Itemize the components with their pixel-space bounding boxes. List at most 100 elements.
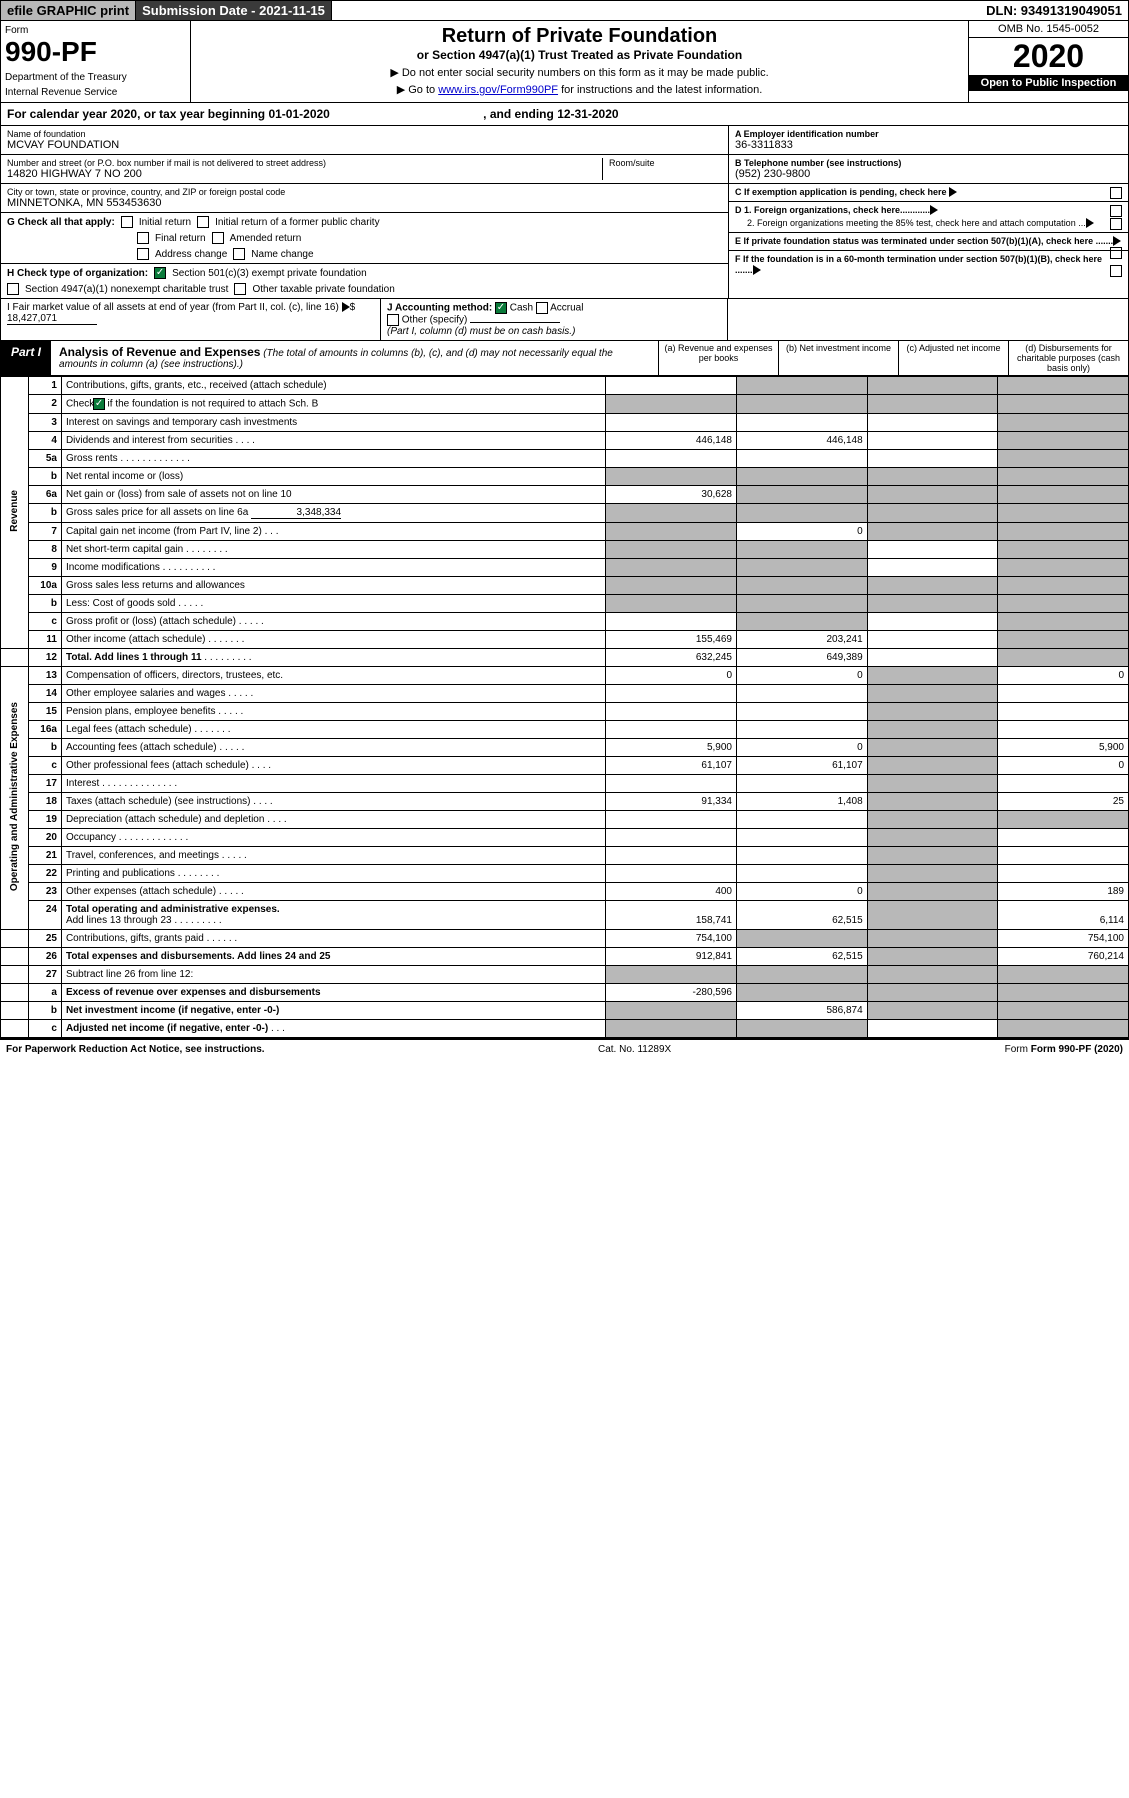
checkbox-e[interactable] — [1110, 247, 1122, 259]
irs: Internal Revenue Service — [5, 87, 186, 98]
opt-accrual: Accrual — [550, 303, 583, 314]
amount: 5,900 — [606, 739, 737, 757]
amount: 91,334 — [606, 793, 737, 811]
part1-header: Part I Analysis of Revenue and Expenses … — [0, 341, 1129, 376]
table-row: bAccounting fees (attach schedule) . . .… — [1, 739, 1129, 757]
line-desc: Contributions, gifts, grants paid — [66, 933, 204, 944]
street-address: 14820 HIGHWAY 7 NO 200 — [7, 168, 602, 180]
amount: 0 — [737, 739, 868, 757]
calyear-pre: For calendar year 2020, or tax year begi… — [7, 107, 268, 121]
checkbox-schb[interactable] — [93, 398, 105, 410]
amount: 0 — [606, 667, 737, 685]
line-desc: Excess of revenue over expenses and disb… — [66, 987, 321, 998]
arrow-icon — [1086, 218, 1094, 228]
dln: DLN: 93491319049051 — [980, 1, 1128, 20]
table-row: 12Total. Add lines 1 through 11 . . . . … — [1, 649, 1129, 667]
line-desc: Total. Add lines 1 through 11 — [66, 652, 202, 663]
table-row: 20Occupancy . . . . . . . . . . . . . — [1, 829, 1129, 847]
col-d-header: (d) Disbursements for charitable purpose… — [1008, 341, 1128, 375]
line-desc: Accounting fees (attach schedule) — [66, 742, 217, 753]
line-desc: Less: Cost of goods sold — [66, 598, 176, 609]
checkbox-501c3[interactable] — [154, 267, 166, 279]
g-label: G Check all that apply: — [7, 217, 115, 228]
amount: 586,874 — [737, 1002, 868, 1020]
checkbox-address-change[interactable] — [137, 248, 149, 260]
checkbox-final-return[interactable] — [137, 232, 149, 244]
amount: 912,841 — [606, 948, 737, 966]
line-desc: Gross sales price for all assets on line… — [66, 507, 248, 518]
table-row: 26Total expenses and disbursements. Add … — [1, 948, 1129, 966]
opt-former: Initial return of a former public charit… — [215, 217, 380, 228]
checkbox-initial-return[interactable] — [121, 216, 133, 228]
gross-sales-value: 3,348,334 — [251, 507, 341, 519]
table-row: 10aGross sales less returns and allowanc… — [1, 577, 1129, 595]
checkbox-d2[interactable] — [1110, 218, 1122, 230]
line-desc: Contributions, gifts, grants, etc., rece… — [61, 377, 605, 395]
amount: 0 — [998, 757, 1129, 775]
col-b-header: (b) Net investment income — [778, 341, 898, 375]
table-row: 15Pension plans, employee benefits . . .… — [1, 703, 1129, 721]
phone: (952) 230-9800 — [735, 168, 1122, 180]
ein-label: A Employer identification number — [735, 129, 1122, 139]
checkbox-f[interactable] — [1110, 265, 1122, 277]
efile-print-button[interactable]: efile GRAPHIC print — [1, 1, 136, 20]
irs-link[interactable]: www.irs.gov/Form990PF — [438, 84, 558, 96]
c-label: C If exemption application is pending, c… — [735, 187, 947, 197]
checkbox-other-taxable[interactable] — [234, 283, 246, 295]
opt-cash: Cash — [510, 303, 533, 314]
checkbox-initial-former[interactable] — [197, 216, 209, 228]
line-desc: Legal fees (attach schedule) — [66, 724, 192, 735]
amount: 754,100 — [606, 930, 737, 948]
checkbox-other-method[interactable] — [387, 314, 399, 326]
checkbox-d1[interactable] — [1110, 205, 1122, 217]
line-desc: Add lines 13 through 23 — [66, 915, 172, 926]
col-c-header: (c) Adjusted net income — [898, 341, 1008, 375]
arrow-icon — [1113, 236, 1121, 246]
checkbox-name-change[interactable] — [233, 248, 245, 260]
dept: Department of the Treasury — [5, 72, 186, 83]
opt-amended: Amended return — [230, 233, 302, 244]
footer-mid: Cat. No. 11289X — [598, 1044, 671, 1055]
amount: 61,107 — [737, 757, 868, 775]
footer-left: For Paperwork Reduction Act Notice, see … — [6, 1044, 265, 1055]
line-desc: Printing and publications — [66, 868, 175, 879]
table-row: 11Other income (attach schedule) . . . .… — [1, 631, 1129, 649]
line-desc: Net investment income (if negative, ente… — [66, 1005, 279, 1016]
line-desc: Total expenses and disbursements. Add li… — [66, 951, 331, 962]
opt-501c3: Section 501(c)(3) exempt private foundat… — [172, 268, 367, 279]
opt-other: Other (specify) — [402, 315, 468, 326]
table-row: cGross profit or (loss) (attach schedule… — [1, 613, 1129, 631]
arrow-icon — [753, 265, 761, 275]
part1-tag: Part I — [1, 341, 51, 375]
note2-post: for instructions and the latest informat… — [558, 84, 762, 96]
amount: 0 — [998, 667, 1129, 685]
name-label: Name of foundation — [7, 129, 722, 139]
fmv-value: 18,427,071 — [7, 313, 97, 325]
line-desc: Depreciation (attach schedule) and deple… — [66, 814, 264, 825]
note-ssn: ▶ Do not enter social security numbers o… — [199, 66, 960, 79]
form-subtitle: or Section 4947(a)(1) Trust Treated as P… — [199, 48, 960, 62]
table-row: 5aGross rents . . . . . . . . . . . . . — [1, 450, 1129, 468]
table-row: 16aLegal fees (attach schedule) . . . . … — [1, 721, 1129, 739]
line-desc: Gross rents — [66, 453, 118, 464]
table-row: Operating and Administrative Expenses 13… — [1, 667, 1129, 685]
line-desc: Travel, conferences, and meetings — [66, 850, 219, 861]
checkbox-accrual[interactable] — [536, 302, 548, 314]
d1-label: D 1. Foreign organizations, check here..… — [735, 205, 930, 215]
revenue-label: Revenue — [9, 490, 20, 532]
table-row: bNet investment income (if negative, ent… — [1, 1002, 1129, 1020]
phone-label: B Telephone number (see instructions) — [735, 158, 1122, 168]
expenses-label: Operating and Administrative Expenses — [9, 702, 20, 891]
amount: 62,515 — [737, 948, 868, 966]
amount: 649,389 — [737, 649, 868, 667]
line-desc: Adjusted net income (if negative, enter … — [66, 1023, 268, 1034]
checkbox-amended[interactable] — [212, 232, 224, 244]
amount: 0 — [737, 883, 868, 901]
table-row: 21Travel, conferences, and meetings . . … — [1, 847, 1129, 865]
checkbox-cash[interactable] — [495, 302, 507, 314]
e-label: E If private foundation status was termi… — [735, 236, 1113, 246]
line-desc: Taxes (attach schedule) (see instruction… — [66, 796, 251, 807]
checkbox-c[interactable] — [1110, 187, 1122, 199]
calendar-year-row: For calendar year 2020, or tax year begi… — [0, 103, 1129, 126]
checkbox-4947[interactable] — [7, 283, 19, 295]
